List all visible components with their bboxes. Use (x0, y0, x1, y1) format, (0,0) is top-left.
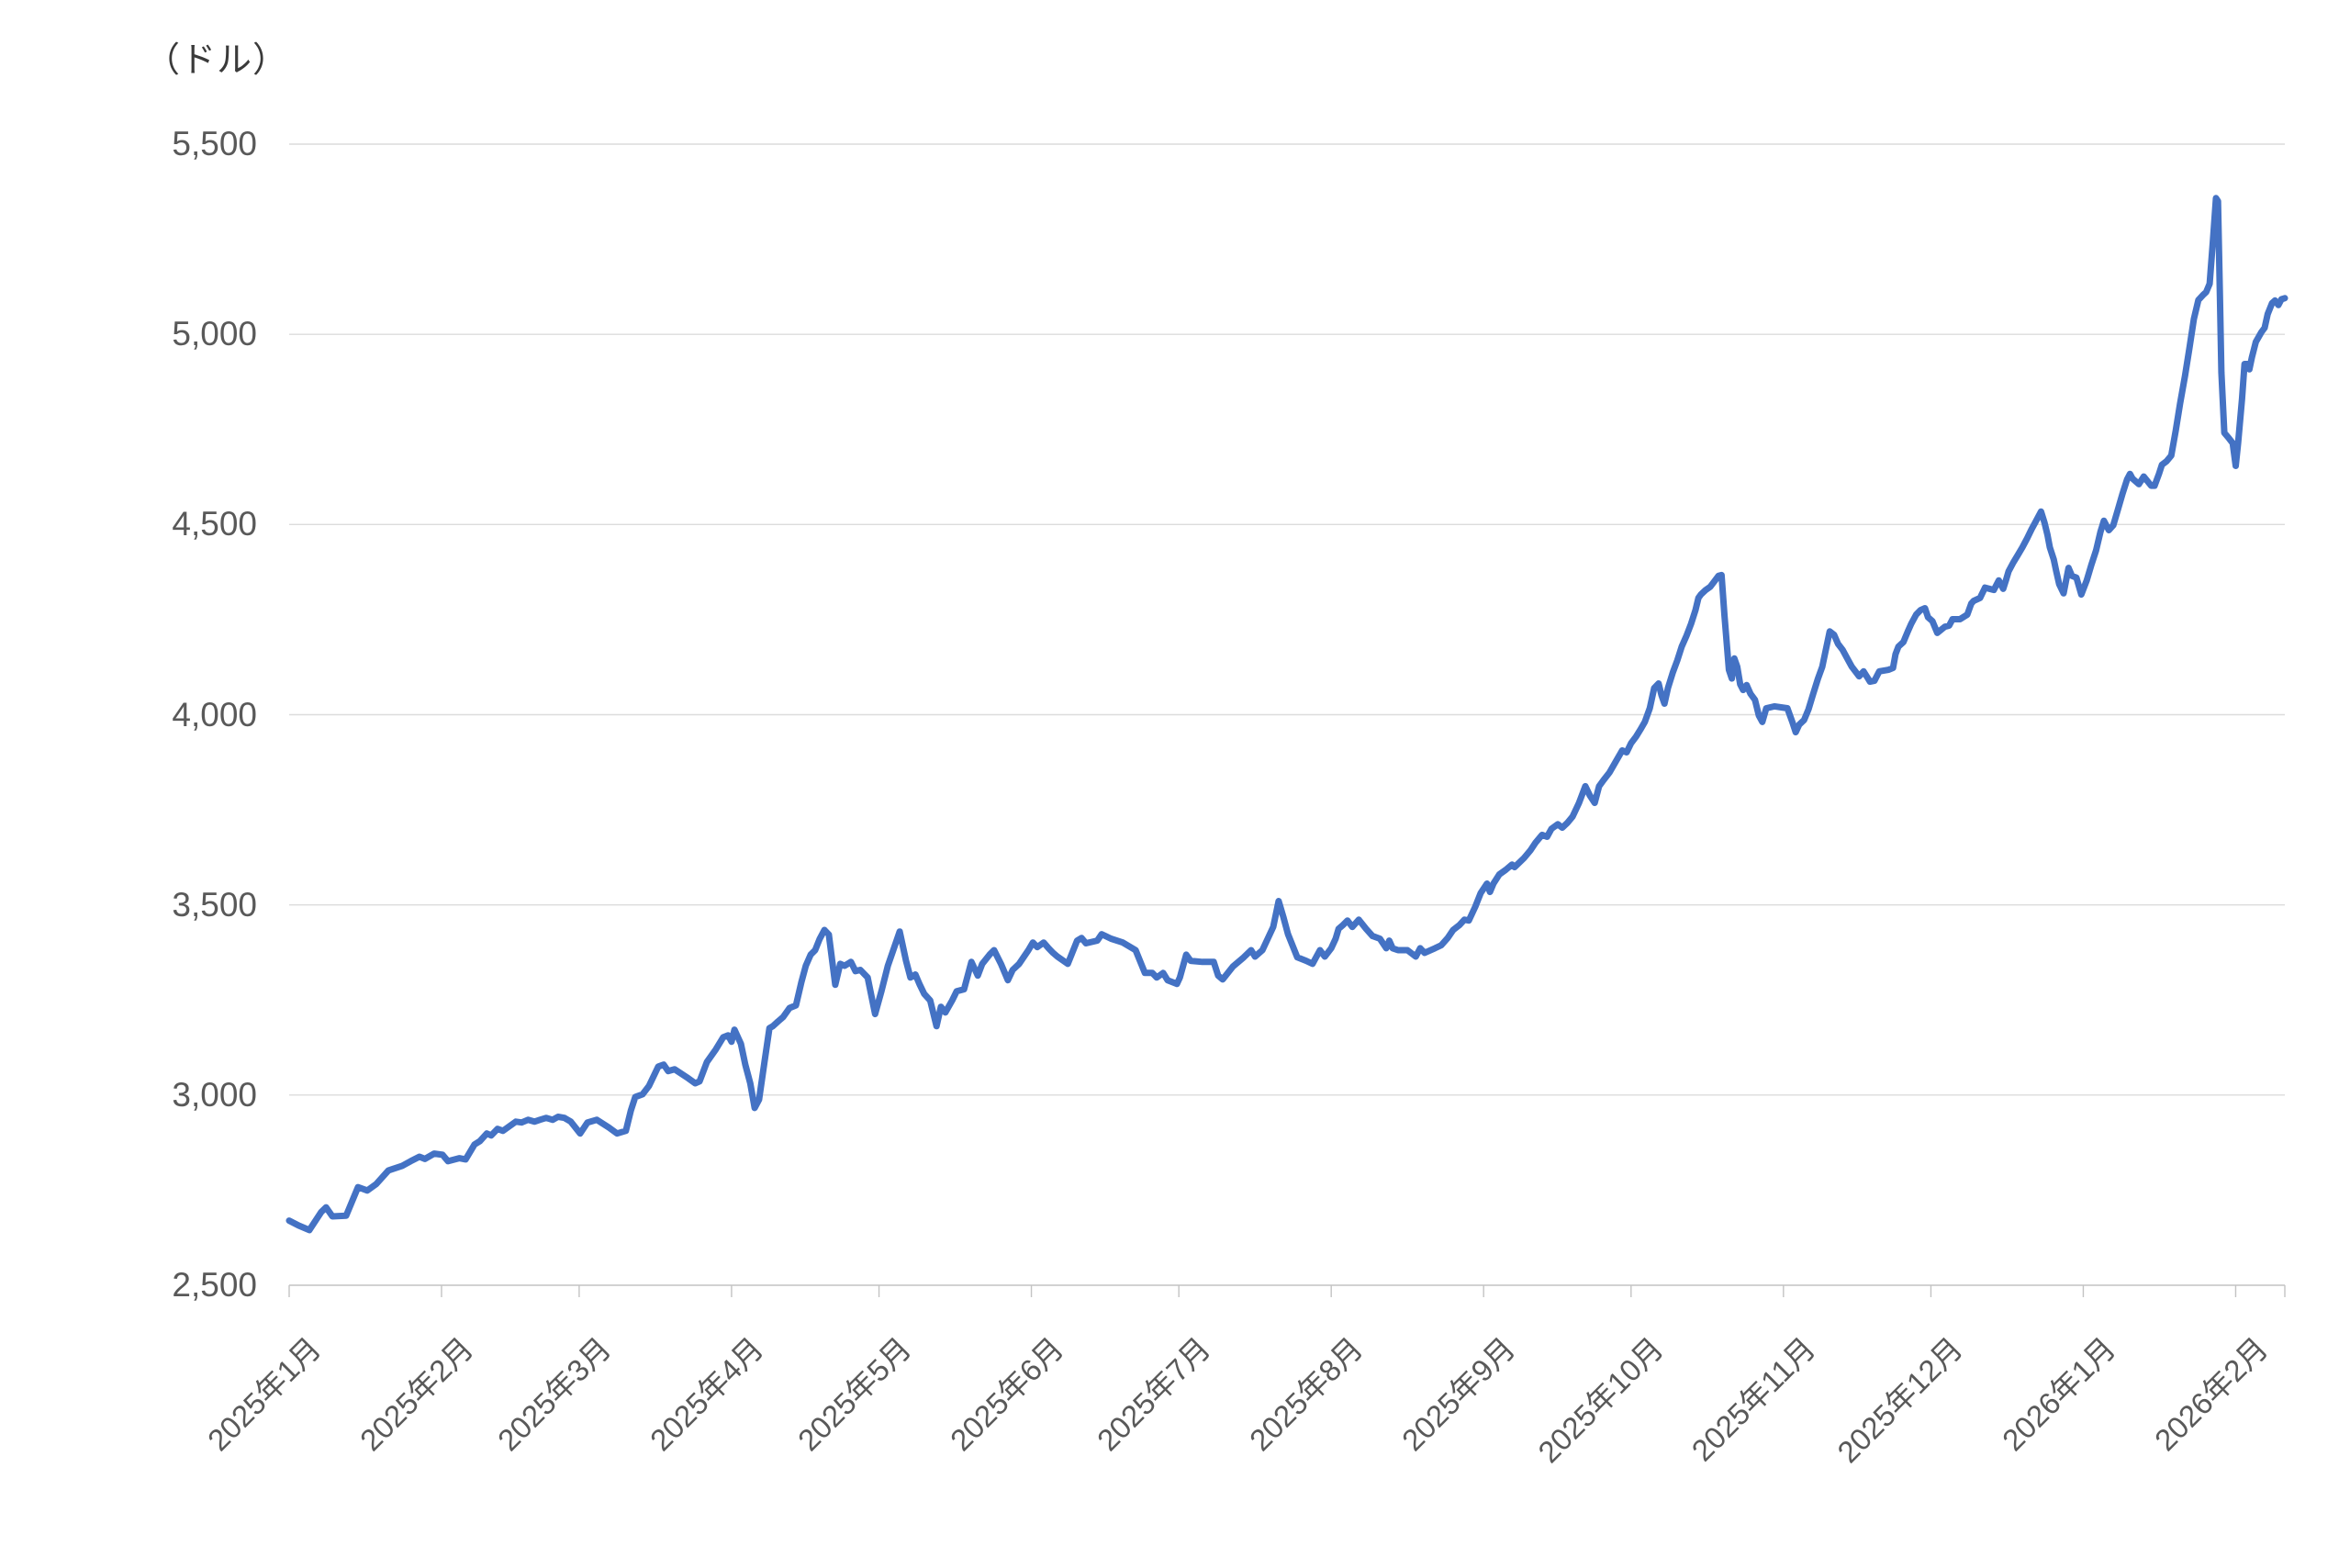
y-axis-label: 5,500 (172, 125, 257, 162)
y-axis-label: 3,000 (172, 1075, 257, 1114)
axis-unit-label: （ドル） (145, 41, 289, 80)
y-axis-label: 4,500 (172, 505, 257, 543)
price-series-line (285, 195, 2288, 1234)
y-axis-label: 5,000 (172, 315, 257, 353)
y-axis-label: 2,500 (172, 1266, 257, 1304)
y-axis-label: 4,000 (172, 695, 257, 734)
y-axis-label: 3,500 (172, 885, 257, 924)
